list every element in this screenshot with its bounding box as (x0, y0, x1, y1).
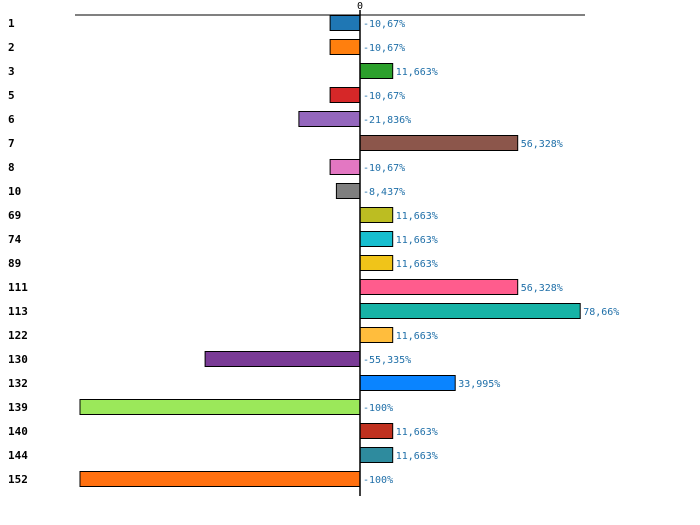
category-label: 140 (8, 425, 28, 438)
bar (359, 231, 394, 247)
value-label: -100% (363, 475, 393, 486)
value-label: -10,67% (363, 19, 405, 30)
bar (359, 447, 394, 463)
bar (298, 111, 361, 127)
bar (359, 135, 519, 151)
category-label: 8 (8, 161, 15, 174)
category-label: 7 (8, 137, 15, 150)
category-label: 69 (8, 209, 21, 222)
value-label: 78,66% (583, 307, 619, 318)
category-label: 122 (8, 329, 28, 342)
category-label: 10 (8, 185, 21, 198)
bar (359, 207, 394, 223)
value-label: 11,663% (396, 451, 438, 462)
bar (79, 399, 361, 415)
category-label: 111 (8, 281, 28, 294)
category-label: 6 (8, 113, 15, 126)
value-label: -10,67% (363, 43, 405, 54)
category-label: 74 (8, 233, 22, 246)
category-label: 3 (8, 65, 15, 78)
bar (359, 375, 456, 391)
category-label: 152 (8, 473, 28, 486)
bar (329, 87, 361, 103)
value-label: 11,663% (396, 235, 438, 246)
bar (79, 471, 361, 487)
category-label: 113 (8, 305, 28, 318)
bar (359, 303, 581, 319)
bar (204, 351, 361, 367)
bar (329, 159, 361, 175)
value-label: 11,663% (396, 427, 438, 438)
category-label: 89 (8, 257, 21, 270)
value-label: -10,67% (363, 91, 405, 102)
bar (329, 15, 361, 31)
value-label: -10,67% (363, 163, 405, 174)
value-label: 11,663% (396, 259, 438, 270)
value-label: 11,663% (396, 67, 438, 78)
value-label: -55,335% (363, 355, 411, 366)
bar (359, 279, 519, 295)
value-label: -21,836% (363, 115, 411, 126)
bars-group: 1 -10,67% 2 -10,67% 3 11,663% 5 -10,67% 6 -21,836… (8, 15, 619, 487)
value-label: 11,663% (396, 331, 438, 342)
category-label: 5 (8, 89, 15, 102)
value-label: 33,995% (458, 379, 500, 390)
category-label: 2 (8, 41, 15, 54)
value-label: 56,328% (521, 283, 563, 294)
bar (359, 423, 394, 439)
value-label: 56,328% (521, 139, 563, 150)
value-label: -8,437% (363, 187, 405, 198)
bar (359, 327, 394, 343)
category-label: 144 (8, 449, 28, 462)
bar (329, 39, 361, 55)
category-label: 1 (8, 17, 15, 30)
category-label: 132 (8, 377, 28, 390)
bar (359, 255, 394, 271)
value-label: 11,663% (396, 211, 438, 222)
category-label: 130 (8, 353, 28, 366)
bar (335, 183, 361, 199)
category-label: 139 (8, 401, 28, 414)
bar (359, 63, 394, 79)
value-label: -100% (363, 403, 393, 414)
zero-tick-label: 0 (357, 1, 363, 12)
